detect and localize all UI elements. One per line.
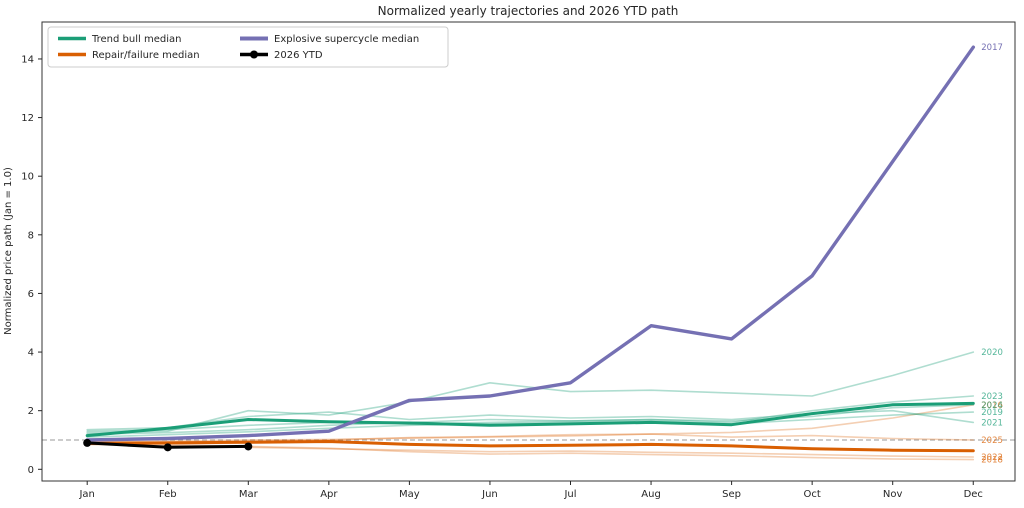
x-tick-label-sep: Sep — [722, 489, 741, 500]
year-label-2022: 2022 — [981, 453, 1003, 463]
year-label-2019: 2019 — [981, 408, 1003, 418]
x-tick-label-apr: Apr — [320, 489, 338, 500]
series-line-trend-bull-median — [85, 401, 975, 438]
y-axis-label: Normalized price path (Jan = 1.0) — [3, 167, 14, 335]
year-label-2018: 2018 — [981, 456, 1003, 466]
y-tick-label-10: 10 — [21, 172, 34, 183]
series-line-2017 — [86, 46, 975, 441]
legend-box — [47, 26, 449, 68]
year-label-2016: 2016 — [981, 401, 1003, 411]
x-tick-label-mar: Mar — [239, 489, 259, 500]
x-tick-label-oct: Oct — [804, 489, 821, 500]
legend-label-ytd: 2026 YTD — [274, 50, 323, 61]
year-label-2017: 2017 — [981, 43, 1003, 53]
legend-label-explosive_median: Explosive supercycle median — [274, 34, 419, 45]
legend-label-bull_median: Trend bull median — [91, 34, 181, 45]
x-tick-label-dec: Dec — [964, 489, 983, 500]
y-tick-label-14: 14 — [21, 54, 34, 65]
legend-label-repair_median: Repair/failure median — [92, 50, 200, 61]
x-tick-label-nov: Nov — [883, 489, 903, 500]
series-line-2023 — [86, 395, 975, 435]
x-tick-label-aug: Aug — [641, 489, 661, 500]
y-tick-label-6: 6 — [28, 289, 34, 300]
y-tick-label-0: 0 — [28, 465, 34, 476]
x-tick-label-may: May — [399, 489, 420, 500]
plot-border — [41, 21, 1016, 482]
year-label-2025: 2025 — [981, 436, 1003, 446]
series-line-explosive-supercycle-median — [85, 45, 975, 442]
x-tick-label-jul: Jul — [563, 489, 576, 500]
x-tick-label-jun: Jun — [481, 489, 498, 500]
y-tick-label-8: 8 — [28, 230, 34, 241]
year-label-2024: 2024 — [981, 401, 1003, 411]
legend-ytd-marker — [250, 50, 258, 59]
year-label-2020: 2020 — [981, 348, 1003, 358]
series-line-2024 — [86, 403, 975, 433]
year-label-2021: 2021 — [981, 418, 1003, 428]
series-line-2016 — [86, 403, 975, 444]
year-label-2023: 2023 — [981, 392, 1003, 402]
ytd-marker — [163, 443, 172, 452]
y-tick-label-4: 4 — [28, 348, 34, 359]
ytd-marker — [83, 438, 92, 447]
y-tick-label-2: 2 — [28, 406, 34, 417]
series-line-repair-failure-median — [85, 440, 975, 453]
series-line-2020 — [86, 351, 975, 434]
y-tick-label-12: 12 — [21, 113, 34, 124]
ytd-marker — [244, 442, 253, 451]
x-tick-label-feb: Feb — [159, 489, 177, 500]
chart-title: Normalized yearly trajectories and 2026 … — [378, 4, 679, 18]
x-tick-label-jan: Jan — [78, 489, 94, 500]
